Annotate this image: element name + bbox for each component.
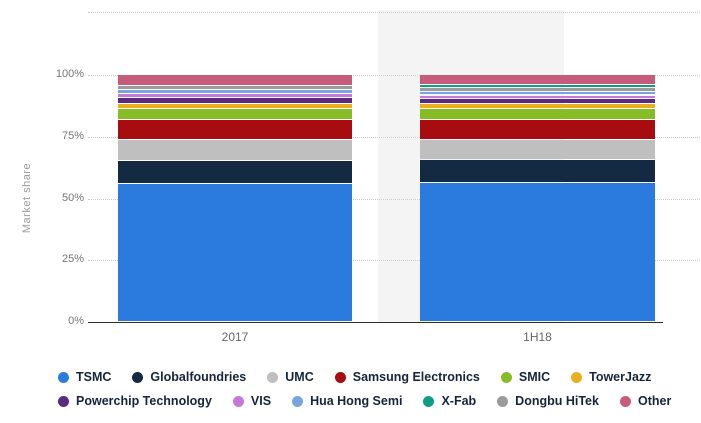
y-tick-label-0: 0% (68, 315, 84, 327)
legend-item-tsmc[interactable]: TSMC (58, 370, 111, 384)
legend-item-x-fab[interactable]: X-Fab (423, 394, 476, 408)
legend-item-smic[interactable]: SMIC (500, 370, 551, 384)
x-tick-label-2017: 2017 (221, 330, 249, 344)
x-axis-line (88, 322, 663, 323)
x-tick-label-1h18: 1H18 (523, 330, 552, 344)
legend-bullet-icon (497, 395, 509, 407)
legend-bullet-icon (423, 395, 435, 407)
legend-bullet-icon (619, 395, 631, 407)
bar-segment-umc-1h18[interactable] (420, 139, 655, 160)
bar-segment-towerjazz-2017[interactable] (118, 103, 352, 108)
legend-bullet-icon (292, 395, 304, 407)
bar-segment-smic-1h18[interactable] (420, 109, 655, 120)
legend-item-vis[interactable]: VIS (232, 394, 272, 408)
gridline-100 (88, 75, 700, 76)
chart-legend: TSMC Globalfoundries UMC Samsung Electronic… (58, 365, 697, 413)
bar-segment-smic-2017[interactable] (118, 108, 352, 120)
bar-segment-other-1h18[interactable] (420, 75, 655, 85)
legend-bullet-icon (232, 395, 244, 407)
legend-label: Powerchip Technology (76, 394, 212, 408)
legend-label: Samsung Electronics (352, 370, 480, 384)
bar-segment-umc-2017[interactable] (118, 140, 352, 160)
bar-segment-globalfoundries-1h18[interactable] (420, 160, 655, 183)
y-axis-title: Market share (21, 162, 33, 234)
legend-item-towerjazz[interactable]: TowerJazz (571, 370, 651, 384)
y-tick-label-100: 100% (55, 68, 84, 80)
legend-item-umc[interactable]: UMC (267, 370, 314, 384)
bar-2017[interactable] (118, 0, 352, 322)
legend-label: TowerJazz (589, 370, 652, 384)
bar-segment-tsmc-2017[interactable] (118, 183, 352, 321)
legend-item-other[interactable]: Other (619, 394, 672, 408)
legend-label: Hua Hong Semi (310, 394, 403, 408)
legend-item-globalfoundries[interactable]: Globalfoundries (132, 370, 246, 384)
bar-segment-vis-1h18[interactable] (420, 95, 655, 98)
gridline-50 (88, 198, 700, 200)
legend-label: Globalfoundries (150, 370, 247, 384)
bar-segment-globalfoundries-2017[interactable] (118, 160, 352, 183)
legend-item-powerchip-technology[interactable]: Powerchip Technology (58, 394, 212, 408)
plot-top-gridline (88, 12, 700, 13)
bar-segment-samsung-electronics-2017[interactable] (118, 120, 352, 140)
y-tick-label-25: 25% (61, 253, 84, 266)
legend-bullet-icon (132, 371, 144, 383)
bar-segment-dongbu-hitek-1h18[interactable] (420, 88, 655, 91)
bar-segment-other-2017[interactable] (118, 75, 352, 86)
bar-segment-samsung-electronics-1h18[interactable] (420, 120, 655, 139)
y-tick-label-75: 75% (61, 129, 84, 142)
bar-segment-vis-2017[interactable] (118, 94, 352, 97)
legend-label: Dongbu HiTek (515, 394, 599, 408)
bar-segment-hua-hong-semi-2017[interactable] (118, 89, 352, 93)
legend-label: VIS (250, 394, 272, 408)
legend-label: Other (637, 394, 672, 408)
legend-label: X-Fab (441, 394, 477, 408)
legend-bullet-icon (500, 371, 512, 383)
y-tick-label-50: 50% (61, 191, 84, 204)
bar-segment-hua-hong-semi-1h18[interactable] (420, 91, 655, 95)
legend-item-hua-hong-semi[interactable]: Hua Hong Semi (292, 394, 402, 408)
legend-bullet-icon (58, 371, 69, 383)
legend-label: TSMC (76, 370, 112, 384)
bar-segment-tsmc-1h18[interactable] (420, 183, 655, 321)
legend-label: SMIC (518, 370, 551, 384)
legend-item-dongbu-hitek[interactable]: Dongbu HiTek (497, 394, 599, 408)
bar-segment-x-fab-1h18[interactable] (420, 85, 655, 88)
bar-1h18[interactable] (420, 0, 655, 322)
bar-segment-powerchip-technology-1h18[interactable] (420, 98, 655, 104)
legend-item-samsung-electronics[interactable]: Samsung Electronics (334, 370, 480, 384)
bar-segment-powerchip-technology-2017[interactable] (118, 97, 352, 103)
legend-bullet-icon (571, 371, 583, 383)
bar-segment-dongbu-hitek-2017[interactable] (118, 86, 352, 89)
legend-label: UMC (285, 370, 314, 384)
legend-bullet-icon (267, 371, 279, 383)
bar-segment-towerjazz-1h18[interactable] (420, 104, 655, 109)
gridline-25 (88, 260, 700, 262)
legend-row-2: Powerchip Technology VIS Hua Hong Semi X-Fa… (58, 389, 697, 413)
legend-row-1: TSMC Globalfoundries UMC Samsung Electronic… (58, 365, 697, 389)
legend-bullet-icon (334, 371, 346, 383)
legend-bullet-icon (58, 395, 69, 407)
gridline-75 (88, 136, 700, 138)
